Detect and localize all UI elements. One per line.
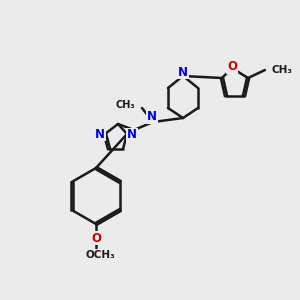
Text: O: O xyxy=(227,61,237,74)
Text: N: N xyxy=(178,65,188,79)
Text: N: N xyxy=(147,110,157,124)
Text: CH₃: CH₃ xyxy=(116,100,135,110)
Text: N: N xyxy=(127,128,137,142)
Text: OCH₃: OCH₃ xyxy=(86,250,116,260)
Text: CH₃: CH₃ xyxy=(272,65,293,75)
Text: O: O xyxy=(91,232,101,244)
Text: N: N xyxy=(95,128,105,140)
